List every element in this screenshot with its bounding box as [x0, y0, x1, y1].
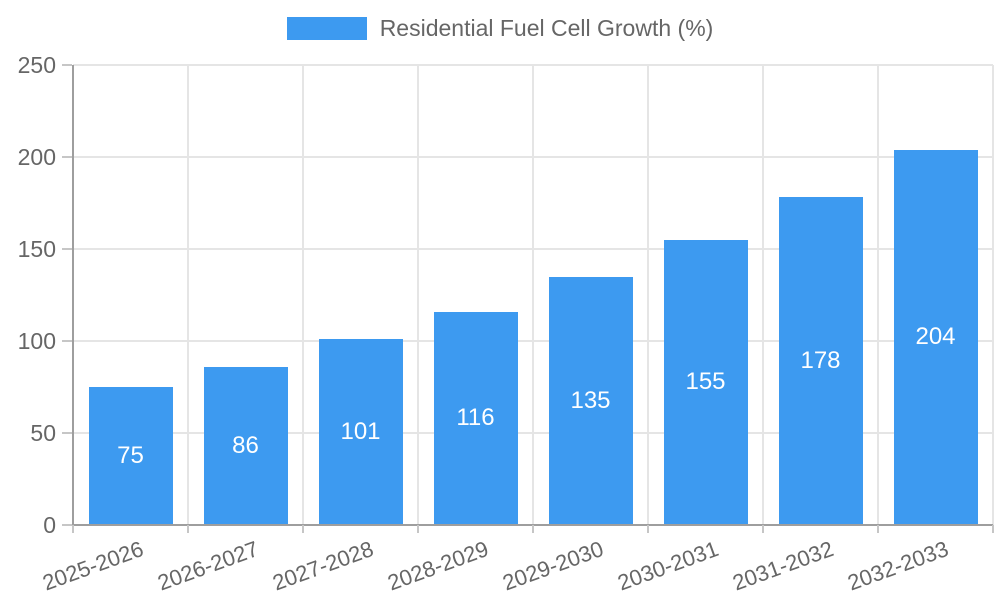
x-tick-label: 2031-2032: [729, 536, 838, 596]
x-tick-mark: [762, 525, 764, 533]
y-tick-label: 150: [17, 236, 56, 262]
x-tick-label: 2029-2030: [499, 536, 608, 596]
y-tick-mark: [62, 156, 72, 158]
y-tick-mark: [62, 64, 72, 66]
y-tick-mark: [62, 432, 72, 434]
x-axis-line: [62, 524, 993, 526]
legend-label: Residential Fuel Cell Growth (%): [379, 14, 714, 41]
y-tick-label: 50: [30, 420, 56, 446]
x-tick-mark: [647, 525, 649, 533]
y-tick-mark: [62, 248, 72, 250]
x-grid-line: [992, 65, 994, 525]
bar-value-label: 178: [800, 347, 841, 375]
bar-value-label: 155: [685, 368, 726, 396]
x-grid-line: [762, 65, 764, 525]
bar-value-label: 101: [340, 418, 381, 446]
y-tick-mark: [62, 340, 72, 342]
x-grid-line: [417, 65, 419, 525]
x-tick-mark: [877, 525, 879, 533]
bar-value-label: 135: [570, 386, 611, 414]
bar-value-label: 86: [232, 431, 259, 459]
x-tick-label: 2027-2028: [269, 536, 378, 596]
y-axis-line: [72, 65, 74, 533]
x-grid-line: [877, 65, 879, 525]
x-tick-mark: [187, 525, 189, 533]
bar[interactable]: [433, 311, 518, 525]
x-grid-line: [302, 65, 304, 525]
y-tick-label: 200: [17, 144, 56, 170]
bar[interactable]: [778, 197, 863, 525]
y-tick-mark: [62, 524, 72, 526]
x-tick-label: 2025-2026: [39, 536, 148, 596]
bar[interactable]: [318, 339, 403, 525]
bar[interactable]: [88, 387, 173, 525]
bar[interactable]: [663, 239, 748, 525]
x-tick-label: 2028-2029: [384, 536, 493, 596]
x-tick-mark: [532, 525, 534, 533]
x-grid-line: [647, 65, 649, 525]
bar[interactable]: [548, 276, 633, 525]
bar-value-label: 75: [117, 442, 144, 469]
legend-item[interactable]: Residential Fuel Cell Growth (%): [0, 14, 1000, 42]
x-tick-label: 2030-2031: [614, 536, 723, 596]
x-tick-label: 2032-2033: [844, 536, 953, 596]
y-tick-label: 0: [43, 512, 56, 538]
x-grid-line: [187, 65, 189, 525]
y-tick-label: 100: [17, 328, 56, 354]
legend-swatch: [286, 16, 367, 40]
bar[interactable]: [893, 149, 978, 525]
x-tick-mark: [417, 525, 419, 533]
y-tick-label: 250: [17, 52, 56, 78]
bar-value-label: 116: [456, 404, 495, 432]
x-tick-label: 2026-2027: [154, 536, 263, 596]
bar-value-label: 204: [915, 323, 956, 351]
x-tick-mark: [302, 525, 304, 533]
bar[interactable]: [203, 366, 288, 525]
x-tick-mark: [992, 525, 994, 533]
x-grid-line: [532, 65, 534, 525]
x-tick-mark: [72, 525, 74, 533]
